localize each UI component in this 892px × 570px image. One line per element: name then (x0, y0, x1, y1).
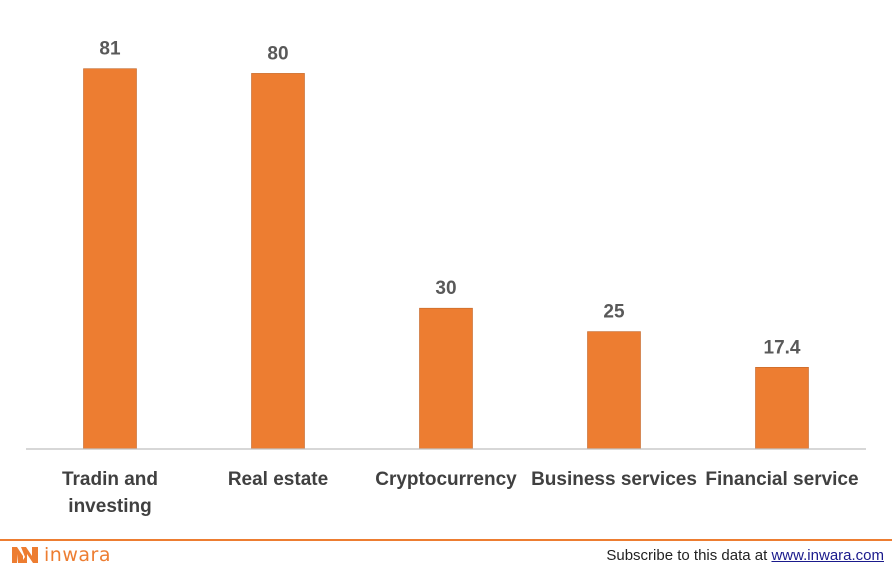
bar (83, 68, 137, 450)
category-label: Tradin and investing (62, 469, 158, 517)
inwara-link[interactable]: www.inwara.com (771, 547, 884, 564)
inwara-logo: inwara (12, 545, 111, 565)
category-label: Real estate (228, 469, 328, 490)
footer-divider (0, 539, 892, 541)
category-label: Cryptocurrency (375, 469, 517, 490)
bar-chart: 81 Tradin and investing 80 Real estate 30 Cryp… (26, 39, 866, 517)
data-label: 80 (267, 43, 288, 64)
subscribe-text: Subscribe to this data at (606, 547, 772, 564)
bar (419, 307, 473, 450)
category-label: Business services (531, 469, 697, 490)
subscribe-note: Subscribe to this data at www.inwara.com (606, 547, 884, 564)
logo-text: inwara (44, 544, 111, 566)
inwara-logo-icon (12, 547, 38, 563)
data-label: 30 (435, 278, 456, 299)
category-label: Financial service (705, 469, 858, 490)
data-label: 25 (603, 302, 625, 323)
data-label: 81 (99, 39, 121, 60)
bar (251, 73, 305, 450)
data-label: 17.4 (764, 337, 801, 358)
bar (755, 366, 809, 450)
bar (587, 331, 641, 450)
